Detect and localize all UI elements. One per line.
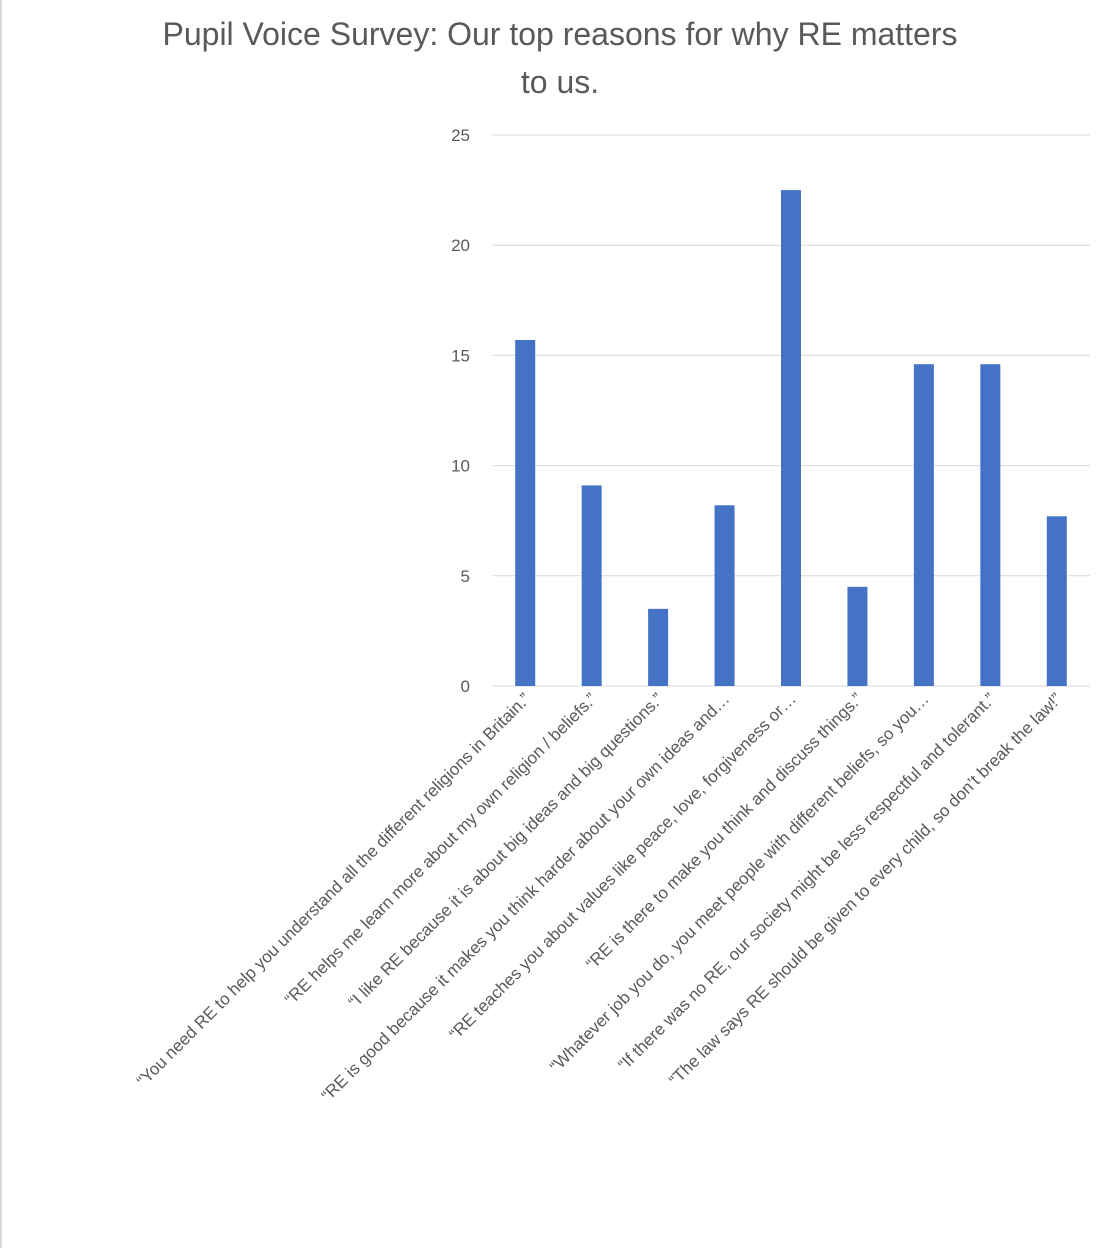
chart-title: Pupil Voice Survey: Our top reasons for … bbox=[60, 10, 1060, 106]
x-category-label-2: “RE helps me learn more about my own rel… bbox=[281, 689, 601, 1009]
y-tick-label: 5 bbox=[461, 567, 470, 586]
y-tick-label: 0 bbox=[461, 677, 470, 696]
bar-4 bbox=[714, 505, 735, 686]
bar-8 bbox=[980, 364, 1001, 686]
y-tick-label: 10 bbox=[451, 457, 470, 476]
bars bbox=[515, 190, 1067, 686]
bar-5 bbox=[781, 190, 801, 686]
y-tick-label: 25 bbox=[451, 126, 470, 145]
chart-title-line-1: Pupil Voice Survey: Our top reasons for … bbox=[162, 16, 958, 52]
bar-9 bbox=[1046, 516, 1067, 686]
x-category-label-3: “I like RE because it is about big ideas… bbox=[345, 689, 667, 1011]
y-tick-label: 15 bbox=[451, 346, 470, 365]
bar-3 bbox=[648, 608, 669, 686]
bar-6 bbox=[847, 586, 868, 686]
bar-2 bbox=[581, 485, 602, 686]
bar-7 bbox=[913, 364, 934, 686]
page-left-border bbox=[0, 0, 2, 1248]
y-axis-ticks: 0 5 10 15 20 25 bbox=[451, 126, 470, 696]
y-tick-label: 20 bbox=[451, 236, 470, 255]
chart-title-line-2: to us. bbox=[520, 64, 600, 100]
x-axis-labels: “You need RE to help you understand all … bbox=[133, 689, 1066, 1105]
bar-1 bbox=[515, 339, 536, 686]
